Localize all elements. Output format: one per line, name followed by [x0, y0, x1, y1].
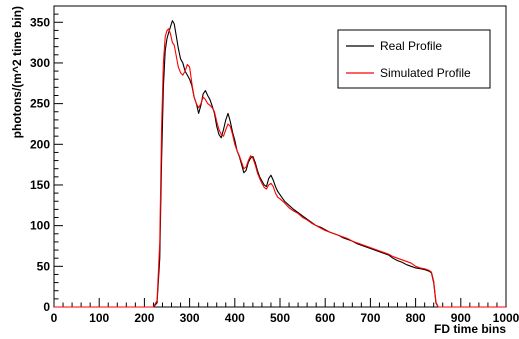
- x-tick-label: 400: [225, 311, 245, 325]
- series-line-real: [54, 20, 506, 308]
- y-tick-labels: 0 50 100 150 200 250 300 350: [30, 15, 50, 314]
- x-tick-labels: 0 100 200 300 400 500 600 700 800 900 1000: [51, 311, 519, 325]
- y-tick-label: 150: [30, 178, 50, 192]
- x-tick-label: 300: [180, 311, 200, 325]
- legend-box: [337, 29, 491, 89]
- x-tick-label: 1000: [493, 311, 519, 325]
- x-tick-label: 900: [451, 311, 471, 325]
- legend-label-real: Real Profile: [380, 39, 442, 53]
- y-tick-label: 0: [43, 300, 50, 314]
- legend-label-simulated: Simulated Profile: [380, 66, 471, 80]
- series-line-simulated: [54, 28, 506, 308]
- y-tick-label: 50: [37, 259, 51, 273]
- x-tick-label: 800: [406, 311, 426, 325]
- y-tick-label: 200: [30, 137, 50, 151]
- x-axis-title: FD time bins: [434, 322, 506, 336]
- x-tick-label: 500: [270, 311, 290, 325]
- legend: Real Profile Simulated Profile: [337, 29, 491, 89]
- y-tick-label: 100: [30, 219, 50, 233]
- x-tick-label: 600: [315, 311, 335, 325]
- x-tick-label: 200: [134, 311, 154, 325]
- y-tick-label: 300: [30, 56, 50, 70]
- x-tick-label: 700: [360, 311, 380, 325]
- x-tick-label: 100: [89, 311, 109, 325]
- series-layer: [54, 20, 506, 308]
- y-tick-label: 250: [30, 97, 50, 111]
- y-axis-title: photons/(m^2 time bin): [10, 6, 24, 138]
- x-tick-label: 0: [51, 311, 58, 325]
- y-tick-label: 350: [30, 15, 50, 29]
